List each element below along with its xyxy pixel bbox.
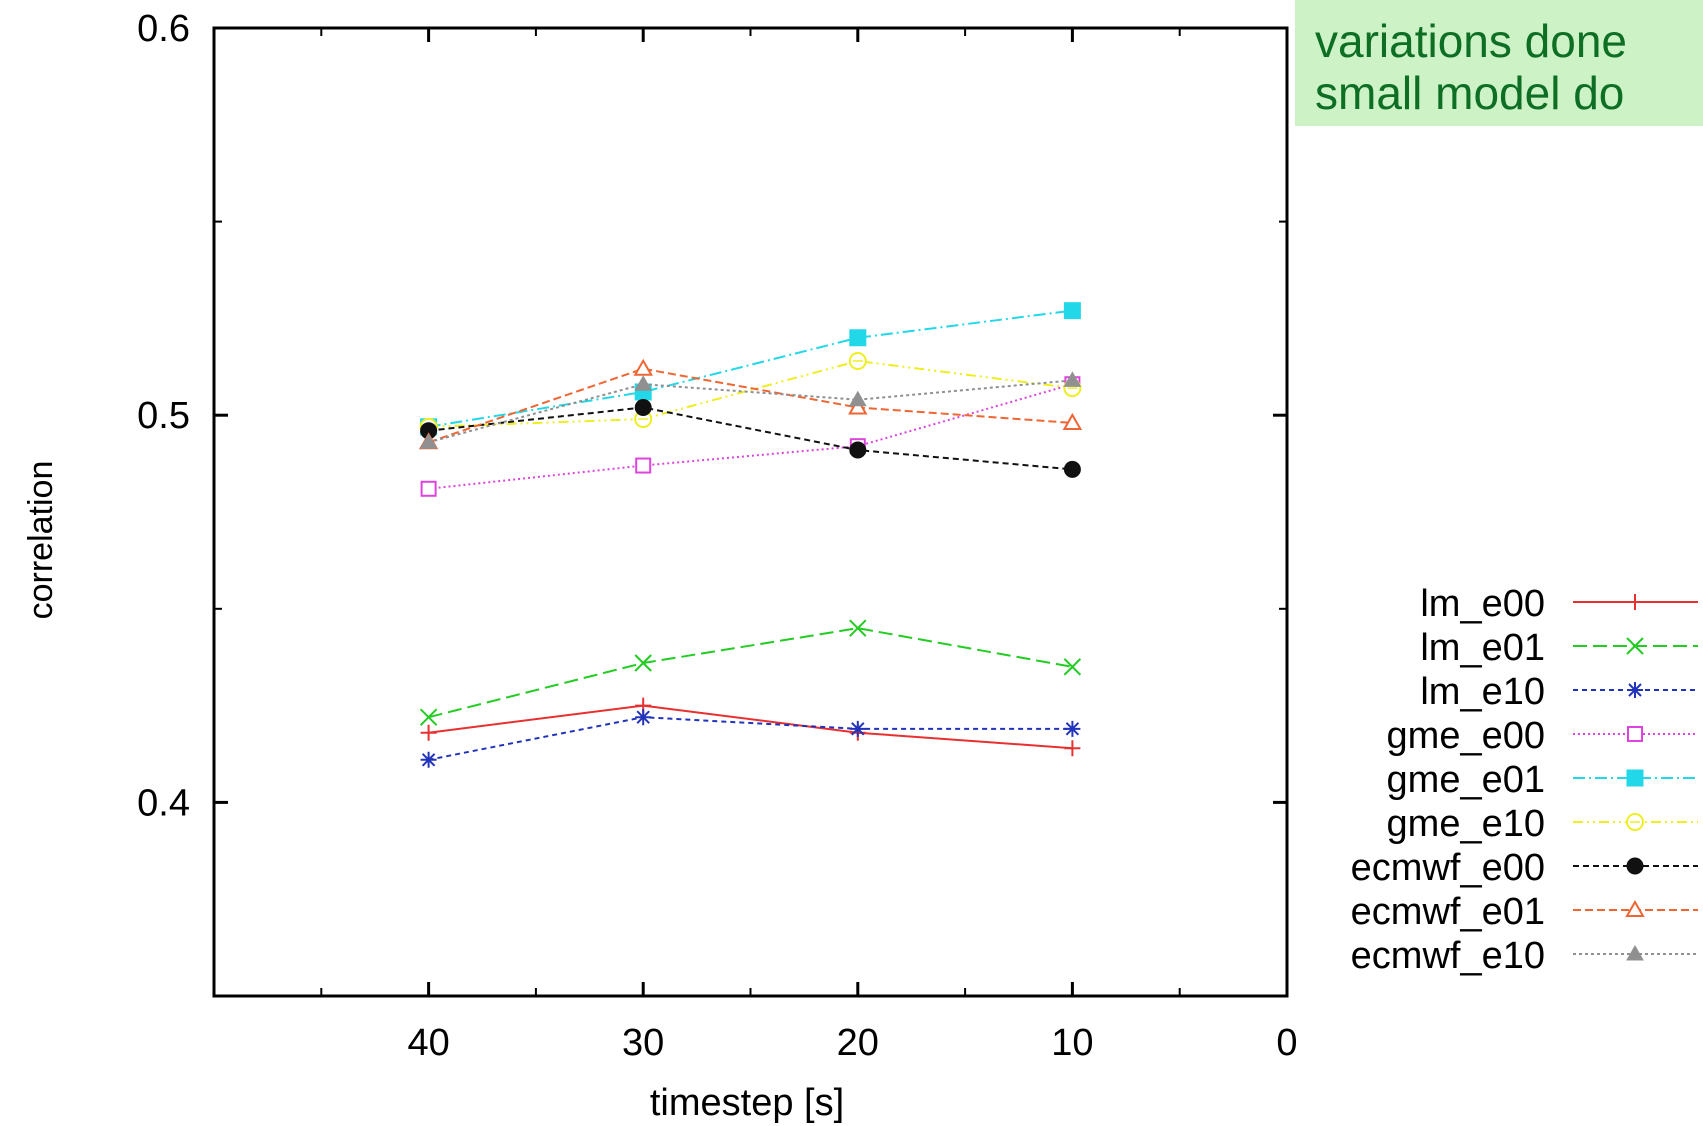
x-tick-label: 10 (1051, 1022, 1093, 1064)
series-gme-e00 (420, 376, 1081, 497)
legend-label: ecmwf_e00 (1351, 847, 1545, 889)
series-line (428, 359, 1073, 428)
legend-label: gme_e10 (1387, 803, 1545, 845)
x-axis-label: timestep [s] (650, 1082, 844, 1124)
series-line (428, 383, 1073, 490)
legend-label: lm_e10 (1420, 671, 1545, 713)
x-tick-label: 30 (622, 1022, 664, 1064)
data-point (419, 708, 438, 726)
legend-label: gme_e01 (1387, 759, 1545, 801)
series-lm-e10 (420, 709, 1081, 768)
data-point (634, 398, 652, 416)
series-gme-e10 (419, 351, 1082, 436)
data-point (1064, 720, 1081, 737)
data-point (420, 480, 437, 497)
data-point (1626, 944, 1644, 961)
data-point (1062, 412, 1083, 430)
data-point (420, 751, 437, 768)
series-ecmwf-e01 (418, 358, 1083, 450)
data-point (1626, 637, 1644, 655)
data-point (1063, 460, 1081, 478)
annotation-box: variations done small model do (1295, 0, 1703, 126)
legend-label: lm_e00 (1420, 583, 1545, 625)
legend-label: lm_e01 (1420, 627, 1545, 669)
y-tick-label: 0.4 (137, 782, 190, 824)
series-line (428, 627, 1073, 719)
annotation-line-2: small model do (1315, 67, 1625, 119)
data-point (849, 619, 867, 637)
series-group (418, 302, 1083, 768)
data-point (635, 709, 652, 726)
data-point (1064, 740, 1081, 757)
y-tick-label: 0.5 (137, 395, 190, 437)
series-line (428, 367, 1073, 444)
series-line (428, 406, 1073, 471)
data-point (1625, 899, 1645, 917)
data-point (848, 390, 867, 407)
data-point (1626, 769, 1644, 787)
plot-frame (212, 26, 1289, 998)
series-ecmwf-e00 (420, 398, 1081, 478)
legend-label: ecmwf_e01 (1351, 891, 1545, 933)
data-point (420, 724, 437, 741)
x-tick-label: 40 (407, 1022, 449, 1064)
data-point (634, 654, 652, 672)
data-point (1627, 726, 1643, 742)
data-point (849, 329, 867, 347)
axes: 40 30 20 10 0 0.4 0.5 0.6 (137, 8, 1297, 1064)
y-axis-label: correlation (22, 461, 60, 620)
data-point (1063, 658, 1082, 676)
data-point (1627, 594, 1643, 610)
series-line (428, 716, 1073, 761)
data-point (848, 397, 868, 415)
legend-label: ecmwf_e10 (1351, 935, 1545, 977)
data-point (419, 433, 438, 449)
data-point (849, 441, 867, 459)
annotation-line-1: variations done (1315, 15, 1627, 67)
data-point (1063, 302, 1081, 320)
x-tick-label: 20 (837, 1022, 879, 1064)
data-point (634, 375, 653, 391)
series-lm-e01 (419, 619, 1082, 726)
data-point (635, 457, 652, 474)
legend: lm_e00lm_e01lm_e10gme_e00gme_e01gme_e10e… (1351, 583, 1698, 977)
series-line (428, 704, 1073, 750)
legend-label: gme_e00 (1387, 715, 1545, 757)
series-ecmwf-e10 (419, 371, 1082, 449)
data-point (1626, 857, 1644, 875)
x-tick-label: 0 (1276, 1022, 1297, 1064)
data-point (1627, 682, 1643, 698)
series-gme-e01 (420, 302, 1081, 436)
data-point (633, 358, 653, 376)
data-point (849, 720, 866, 737)
series-lm-e00 (420, 697, 1081, 757)
data-point (1063, 371, 1082, 387)
y-tick-label: 0.6 (137, 8, 190, 50)
